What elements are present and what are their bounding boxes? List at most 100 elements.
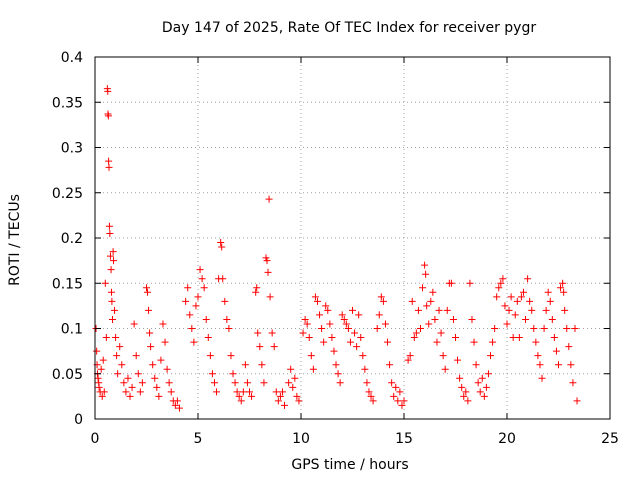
data-point bbox=[505, 306, 513, 314]
data-point bbox=[330, 347, 338, 355]
data-point bbox=[447, 279, 455, 287]
data-point bbox=[316, 311, 324, 319]
data-point bbox=[571, 325, 579, 332]
data-point bbox=[381, 320, 389, 328]
x-tick-label: 15 bbox=[395, 431, 413, 447]
data-point bbox=[555, 361, 562, 369]
data-point bbox=[241, 361, 249, 369]
data-point bbox=[373, 325, 381, 332]
data-point bbox=[386, 361, 394, 369]
data-point bbox=[254, 329, 262, 337]
data-point bbox=[122, 388, 130, 396]
data-point bbox=[503, 320, 511, 328]
data-point bbox=[509, 334, 517, 342]
data-point bbox=[406, 352, 414, 360]
data-marks bbox=[92, 85, 581, 412]
data-point bbox=[422, 270, 430, 278]
data-point bbox=[346, 338, 354, 346]
data-point bbox=[305, 334, 313, 342]
data-point bbox=[542, 306, 550, 314]
data-point bbox=[429, 288, 437, 296]
data-point bbox=[493, 293, 501, 301]
data-point bbox=[423, 302, 431, 310]
data-point bbox=[100, 388, 108, 396]
y-tick-label: 0.3 bbox=[61, 141, 83, 157]
data-point bbox=[124, 374, 132, 382]
data-point bbox=[113, 352, 121, 360]
data-point bbox=[443, 306, 451, 314]
data-point bbox=[289, 383, 297, 391]
data-point bbox=[396, 388, 404, 396]
data-point bbox=[258, 361, 266, 369]
data-point bbox=[175, 404, 183, 412]
data-point bbox=[515, 334, 523, 342]
data-point bbox=[229, 370, 237, 378]
data-point bbox=[367, 392, 375, 400]
data-point bbox=[522, 315, 530, 323]
data-point bbox=[557, 284, 565, 292]
data-point bbox=[173, 397, 181, 405]
data-point bbox=[210, 379, 218, 387]
data-point bbox=[534, 352, 542, 360]
data-point bbox=[567, 361, 575, 369]
data-point bbox=[375, 311, 383, 319]
data-point bbox=[184, 284, 192, 292]
data-point bbox=[414, 306, 422, 314]
data-point bbox=[303, 320, 311, 328]
data-point bbox=[565, 343, 573, 351]
data-point bbox=[102, 334, 110, 342]
data-point bbox=[476, 388, 484, 396]
data-point bbox=[171, 401, 179, 409]
data-point bbox=[318, 325, 326, 332]
data-point bbox=[151, 374, 159, 382]
data-point bbox=[561, 306, 569, 314]
data-point bbox=[340, 315, 348, 323]
data-point bbox=[243, 379, 251, 387]
data-point bbox=[328, 334, 336, 342]
data-point bbox=[307, 352, 315, 360]
data-point bbox=[384, 338, 392, 346]
data-point bbox=[217, 239, 225, 247]
data-point bbox=[452, 334, 459, 342]
data-point bbox=[421, 261, 429, 269]
x-tick-label: 20 bbox=[498, 431, 516, 447]
data-point bbox=[427, 297, 435, 305]
data-point bbox=[536, 361, 544, 369]
data-point bbox=[466, 279, 474, 287]
data-point bbox=[392, 383, 400, 391]
data-point bbox=[351, 329, 359, 337]
data-point bbox=[223, 315, 231, 323]
data-point bbox=[416, 325, 424, 332]
data-point bbox=[109, 248, 117, 256]
data-point bbox=[107, 288, 115, 296]
data-point bbox=[274, 397, 282, 405]
data-point bbox=[398, 401, 406, 409]
data-point bbox=[480, 392, 488, 400]
data-point bbox=[569, 379, 577, 387]
data-point bbox=[97, 365, 105, 373]
data-point bbox=[143, 284, 150, 292]
data-point bbox=[198, 275, 206, 283]
data-point bbox=[544, 288, 552, 296]
data-point bbox=[431, 315, 439, 323]
data-point bbox=[336, 379, 344, 387]
data-point bbox=[99, 356, 107, 364]
data-point bbox=[105, 222, 113, 230]
data-point bbox=[239, 388, 247, 396]
data-point bbox=[357, 334, 365, 342]
data-point bbox=[532, 338, 540, 346]
data-point bbox=[526, 297, 534, 305]
data-point bbox=[145, 306, 153, 314]
data-point bbox=[260, 379, 268, 387]
data-point bbox=[435, 306, 443, 314]
data-point bbox=[441, 365, 449, 373]
data-point bbox=[497, 279, 505, 287]
y-tick-label: 0.2 bbox=[61, 231, 83, 247]
data-point bbox=[563, 325, 571, 332]
y-axis-label: ROTI / TECUs bbox=[7, 194, 23, 286]
data-point bbox=[538, 374, 546, 382]
data-point bbox=[136, 388, 144, 396]
data-point bbox=[507, 293, 515, 301]
